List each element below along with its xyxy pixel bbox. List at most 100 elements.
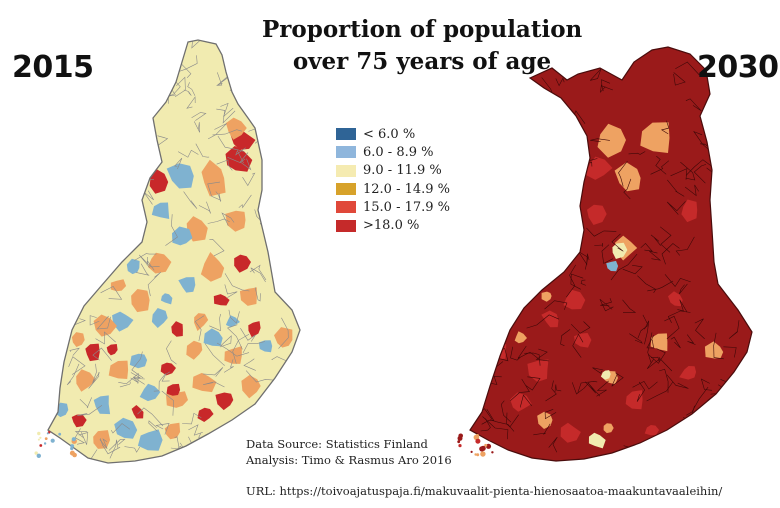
municipality-border bbox=[48, 170, 59, 186]
municipality-border bbox=[223, 359, 234, 373]
municipality-border bbox=[245, 370, 277, 383]
municipality-border bbox=[480, 418, 491, 432]
municipality-border bbox=[297, 211, 300, 224]
municipality-border bbox=[652, 443, 663, 458]
island bbox=[479, 446, 485, 452]
region-patch bbox=[587, 204, 607, 225]
municipality-border bbox=[580, 279, 586, 286]
municipality-border bbox=[675, 61, 700, 76]
municipality-border bbox=[215, 191, 221, 202]
municipality-border bbox=[584, 381, 601, 397]
municipality-border bbox=[544, 409, 557, 420]
title-line-2: over 75 years of age bbox=[292, 48, 552, 75]
municipality-border bbox=[737, 255, 748, 276]
municipality-border bbox=[138, 254, 160, 268]
municipality-border bbox=[207, 181, 222, 201]
municipality-border bbox=[203, 381, 225, 388]
municipality-border bbox=[60, 304, 74, 317]
municipality-border bbox=[95, 331, 116, 345]
municipality-border bbox=[291, 293, 300, 309]
municipality-border bbox=[48, 360, 54, 376]
municipality-border bbox=[721, 421, 741, 442]
municipality-border bbox=[146, 68, 158, 96]
source-line-1: Data Source: Statistics Finland bbox=[246, 437, 428, 451]
region-patch bbox=[215, 392, 234, 411]
municipality-border bbox=[201, 451, 212, 463]
municipality-border bbox=[51, 279, 61, 295]
municipality-border bbox=[119, 59, 127, 63]
region-patch bbox=[668, 291, 683, 307]
municipality-border bbox=[570, 273, 584, 290]
municipality-border bbox=[489, 282, 502, 291]
municipality-border bbox=[282, 236, 296, 253]
region-patch bbox=[679, 366, 697, 380]
municipality-border bbox=[109, 439, 119, 459]
island bbox=[457, 440, 461, 444]
year-label-2015: 2015 bbox=[12, 50, 94, 85]
municipality-border bbox=[660, 120, 670, 135]
region-patch bbox=[131, 289, 150, 313]
island bbox=[485, 443, 492, 449]
municipality-border bbox=[79, 397, 92, 409]
municipality-border bbox=[170, 436, 180, 450]
municipality-border bbox=[675, 236, 695, 256]
municipality-border bbox=[281, 194, 294, 212]
municipality-border bbox=[560, 329, 571, 346]
municipality-border bbox=[166, 340, 177, 365]
municipality-border bbox=[666, 374, 689, 389]
region-patch bbox=[166, 163, 194, 189]
municipality-border bbox=[240, 328, 256, 342]
municipality-border bbox=[206, 451, 228, 463]
municipality-border bbox=[134, 253, 157, 261]
region-patch bbox=[186, 340, 203, 360]
municipality-border bbox=[157, 135, 169, 146]
municipality-border bbox=[471, 233, 488, 260]
municipality-border bbox=[750, 295, 752, 309]
municipality-border bbox=[243, 358, 257, 371]
municipality-border bbox=[110, 423, 131, 434]
municipality-border bbox=[500, 400, 512, 423]
municipality-border bbox=[161, 371, 170, 382]
municipality-border bbox=[679, 283, 688, 295]
municipality-border bbox=[296, 209, 300, 224]
region-patch bbox=[93, 314, 117, 337]
municipality-border bbox=[58, 186, 72, 201]
region-patch bbox=[139, 383, 161, 402]
region-patch bbox=[603, 423, 614, 434]
region-patch bbox=[213, 294, 230, 306]
municipality-border bbox=[728, 320, 740, 339]
region-patch bbox=[147, 252, 172, 274]
municipality-border bbox=[488, 198, 494, 209]
municipality-border bbox=[533, 423, 551, 436]
municipality-border bbox=[647, 280, 674, 292]
legend-swatch bbox=[336, 146, 356, 159]
municipality-border bbox=[537, 185, 544, 196]
region-patch bbox=[137, 429, 163, 451]
municipality-border bbox=[661, 243, 680, 265]
island bbox=[476, 453, 480, 457]
municipality-border bbox=[655, 155, 667, 175]
island bbox=[37, 438, 40, 441]
region-patch bbox=[129, 353, 148, 369]
municipality-border bbox=[52, 152, 73, 185]
municipality-border bbox=[216, 108, 236, 124]
municipality-border bbox=[720, 172, 733, 187]
municipality-border bbox=[673, 72, 686, 86]
region-patch bbox=[588, 432, 606, 449]
municipality-border bbox=[632, 381, 658, 390]
municipality-border bbox=[685, 159, 714, 176]
municipality-border bbox=[548, 436, 558, 453]
municipality-border bbox=[136, 263, 150, 276]
municipality-border bbox=[525, 376, 541, 391]
municipality-border bbox=[254, 287, 261, 302]
municipality-border bbox=[482, 416, 509, 440]
municipality-border bbox=[670, 168, 688, 180]
municipality-border bbox=[74, 104, 94, 113]
municipality-border bbox=[174, 157, 183, 170]
municipality-border bbox=[276, 123, 289, 141]
municipality-border bbox=[629, 47, 642, 53]
municipality-border bbox=[48, 247, 52, 256]
region-patch bbox=[225, 315, 240, 328]
municipality-border bbox=[161, 390, 174, 416]
